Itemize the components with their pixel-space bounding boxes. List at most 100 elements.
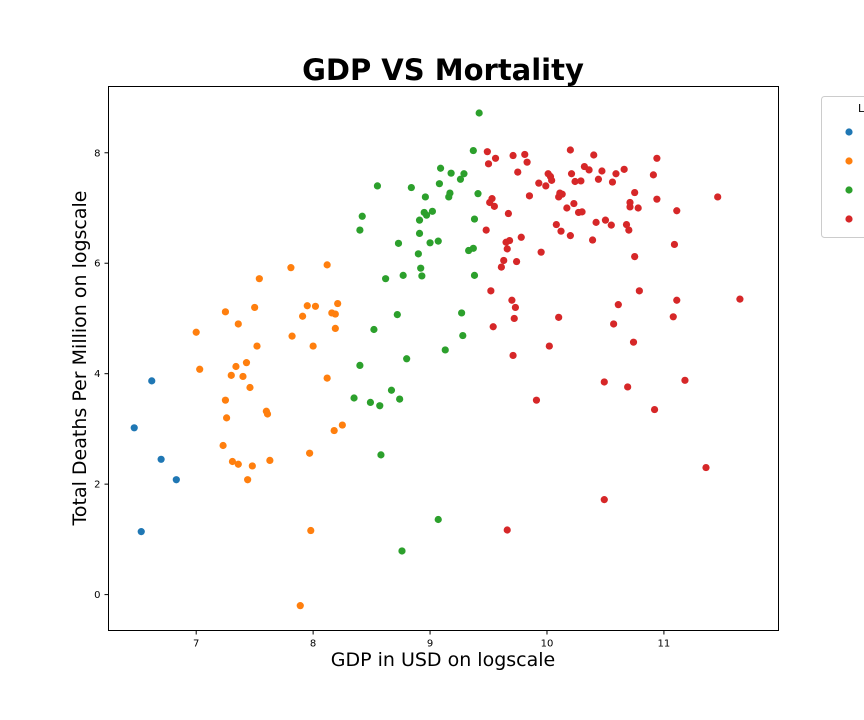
data-point [221, 308, 230, 316]
data-point [192, 328, 200, 336]
data-point [588, 236, 597, 244]
data-point [307, 526, 315, 535]
data-point [417, 264, 425, 272]
data-point [552, 220, 560, 229]
legend-title: L [858, 102, 864, 115]
data-point [566, 232, 574, 240]
data-point [331, 310, 339, 318]
data-point [511, 303, 520, 312]
data-point [222, 414, 231, 422]
data-point [148, 377, 156, 385]
data-point [447, 169, 455, 177]
data-point [255, 275, 263, 283]
data-point [577, 177, 585, 185]
data-point [517, 233, 525, 241]
data-point [415, 216, 424, 224]
data-point [470, 271, 479, 279]
x-tick-label: 11 [658, 639, 671, 650]
data-point [323, 374, 331, 382]
data-point [475, 109, 483, 117]
data-point [334, 299, 342, 308]
data-point [460, 170, 468, 178]
data-point [469, 244, 477, 252]
data-point [399, 271, 407, 279]
data-point [607, 221, 615, 229]
data-point [650, 405, 659, 414]
data-point [309, 342, 317, 350]
data-point [563, 204, 571, 212]
data-point [422, 211, 431, 219]
data-point [287, 264, 295, 272]
data-point [470, 215, 479, 223]
data-point [673, 296, 681, 304]
y-tick-label: 2 [94, 480, 100, 491]
data-point [578, 208, 586, 216]
data-point [323, 261, 331, 269]
data-point [227, 371, 235, 379]
data-point [525, 192, 534, 200]
x-axis-label: GDP in USD on logscale [331, 649, 555, 671]
data-point [631, 253, 639, 261]
data-point [503, 245, 511, 253]
data-point [635, 287, 643, 295]
data-point [653, 195, 661, 203]
data-point [469, 146, 477, 155]
data-point [474, 190, 482, 198]
data-point [634, 204, 642, 212]
y-tick-label: 6 [94, 259, 100, 270]
data-point [414, 250, 422, 258]
data-point [509, 151, 517, 160]
y-axis-label: Total Deaths Per Million on logscale [69, 191, 91, 527]
data-point [234, 320, 242, 328]
data-point [598, 167, 606, 175]
data-point [532, 396, 541, 404]
legend-marker [845, 215, 853, 223]
data-point [545, 342, 553, 350]
data-point [434, 515, 442, 524]
data-point [594, 175, 603, 183]
data-point [590, 151, 598, 159]
data-point [512, 257, 521, 266]
data-point [600, 378, 608, 386]
data-point [263, 410, 272, 418]
y-tick-label: 4 [94, 369, 100, 380]
data-point [558, 190, 566, 198]
data-point [489, 323, 497, 331]
data-point [228, 457, 237, 466]
series-4 [482, 146, 744, 534]
data-point [246, 383, 254, 392]
data-point [681, 376, 689, 384]
data-point [488, 195, 496, 203]
data-point [557, 227, 565, 235]
data-point [356, 361, 364, 370]
x-tick-label: 7 [193, 639, 199, 650]
data-point [614, 301, 622, 309]
data-point [490, 202, 498, 210]
data-point [394, 239, 403, 247]
data-point [500, 256, 508, 265]
data-point [608, 178, 617, 186]
data-point [487, 287, 495, 295]
data-point [232, 362, 240, 371]
data-point [299, 312, 307, 320]
data-point [714, 193, 722, 201]
data-point [555, 313, 563, 321]
data-point [484, 160, 493, 168]
data-point [542, 182, 550, 190]
data-point [172, 476, 180, 484]
data-point [358, 212, 366, 220]
data-point [631, 188, 639, 197]
legend-marker [845, 157, 853, 165]
data-point [670, 240, 679, 249]
data-point [382, 275, 390, 283]
data-point [622, 220, 631, 229]
legend: L [821, 96, 864, 238]
data-point [338, 421, 346, 429]
data-point [403, 355, 411, 363]
data-point [521, 150, 529, 159]
data-point [366, 398, 375, 407]
chart-title: GDP VS Mortality [302, 53, 584, 87]
data-point [426, 239, 434, 247]
data-point [456, 175, 465, 183]
